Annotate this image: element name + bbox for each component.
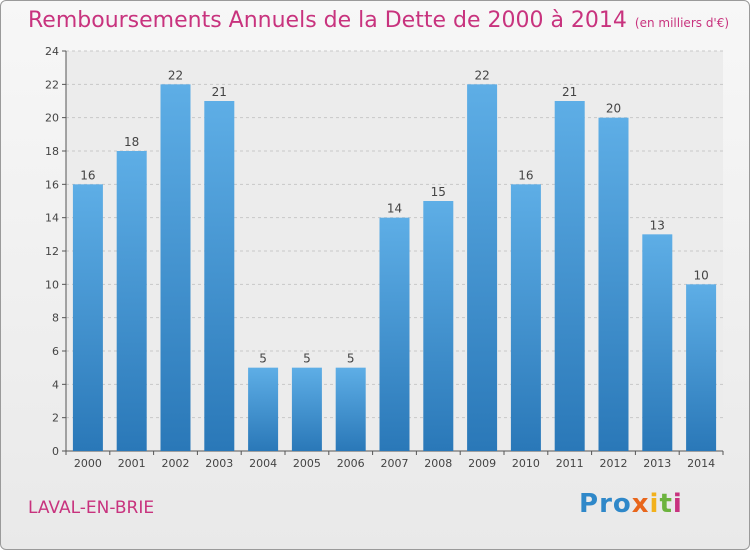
bar — [335, 367, 366, 451]
bar — [686, 284, 717, 451]
bar — [467, 84, 498, 451]
bar — [423, 201, 454, 451]
bar — [204, 101, 235, 451]
x-tick-label: 2011 — [556, 457, 584, 470]
chart-subtitle: (en milliers d'€) — [634, 16, 730, 30]
bar — [248, 367, 279, 451]
x-tick-label: 2012 — [600, 457, 628, 470]
x-tick-label: 2010 — [512, 457, 540, 470]
x-tick-label: 2002 — [162, 457, 190, 470]
y-tick-label: 10 — [45, 278, 59, 291]
x-tick-label: 2006 — [337, 457, 365, 470]
proxiti-logo: Proxiti — [579, 489, 683, 519]
bar — [379, 217, 410, 451]
bar-value-label: 21 — [562, 85, 577, 99]
place-name: LAVAL-EN-BRIE — [28, 498, 155, 518]
bar-value-label: 5 — [347, 352, 355, 366]
y-tick-label: 16 — [45, 178, 59, 191]
y-tick-label: 0 — [52, 445, 59, 458]
y-tick-label: 20 — [45, 112, 59, 125]
bar-value-label: 16 — [80, 168, 95, 182]
bar — [291, 367, 322, 451]
bar — [598, 117, 629, 452]
x-tick-label: 2005 — [293, 457, 321, 470]
x-tick-label: 2013 — [643, 457, 671, 470]
bar-value-label: 18 — [124, 135, 139, 149]
bar — [116, 151, 147, 451]
x-tick-label: 2001 — [118, 457, 146, 470]
x-tick-label: 2003 — [205, 457, 233, 470]
y-tick-label: 6 — [52, 345, 59, 358]
bar-value-label: 22 — [168, 68, 183, 82]
y-tick-label: 4 — [52, 378, 59, 391]
y-tick-label: 24 — [45, 45, 59, 58]
chart-title: Remboursements Annuels de la Dette de 20… — [28, 8, 627, 33]
bar-value-label: 16 — [518, 168, 533, 182]
y-tick-label: 8 — [52, 312, 59, 325]
y-tick-label: 22 — [45, 78, 59, 91]
y-tick-label: 2 — [52, 412, 59, 425]
bar — [510, 184, 541, 452]
bar-value-label: 21 — [212, 85, 227, 99]
bar — [554, 101, 585, 451]
bar — [642, 234, 673, 451]
y-tick-label: 12 — [45, 245, 59, 258]
x-tick-label: 2008 — [424, 457, 452, 470]
bar-value-label: 20 — [606, 102, 621, 116]
bar-value-label: 15 — [431, 185, 446, 199]
x-tick-label: 2014 — [687, 457, 715, 470]
x-tick-label: 2007 — [381, 457, 409, 470]
bar-value-label: 5 — [259, 352, 267, 366]
x-tick-label: 2000 — [74, 457, 102, 470]
y-tick-label: 18 — [45, 145, 59, 158]
x-tick-label: 2004 — [249, 457, 277, 470]
bar-value-label: 10 — [693, 268, 708, 282]
bar-value-label: 14 — [387, 202, 402, 216]
bar — [72, 184, 103, 452]
x-tick-label: 2009 — [468, 457, 496, 470]
bar-value-label: 13 — [650, 218, 665, 232]
bar-value-label: 22 — [474, 68, 489, 82]
chart-title-row: Remboursements Annuels de la Dette de 20… — [28, 8, 729, 33]
bar-value-label: 5 — [303, 352, 311, 366]
y-tick-label: 14 — [45, 212, 59, 225]
bar — [160, 84, 191, 451]
